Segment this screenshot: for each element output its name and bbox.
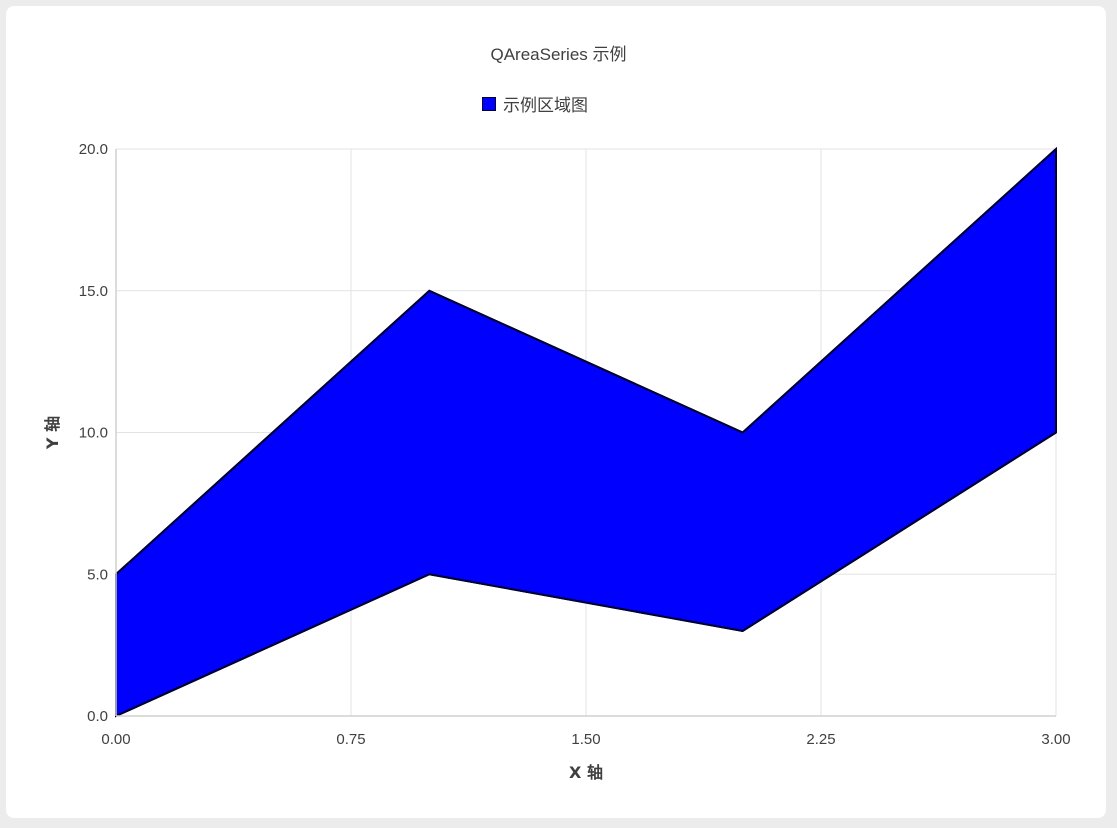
series-layer xyxy=(115,146,1057,718)
x-tick-label: 1.50 xyxy=(571,731,600,748)
upper-boundary-line xyxy=(115,148,1057,575)
x-tick-label: 0.00 xyxy=(101,731,130,748)
x-tick-label: 3.00 xyxy=(1041,731,1070,748)
lower-boundary-line xyxy=(115,431,1057,717)
legend-label: 示例区域图 xyxy=(503,96,588,115)
y-tick-label: 10.0 xyxy=(79,425,108,442)
y-tick-label: 20.0 xyxy=(79,141,108,158)
chart-title: QAreaSeries 示例 xyxy=(490,45,627,64)
tick-labels: 0.00 0.75 1.50 2.25 3.00 0.0 5.0 10.0 15.0 20.0 xyxy=(79,141,1071,748)
y-tick-label: 15.0 xyxy=(79,283,108,300)
y-axis-title: Y 轴 xyxy=(43,416,62,450)
legend-swatch xyxy=(482,96,496,111)
x-tick-label: 0.75 xyxy=(336,731,365,748)
x-tick-label: 2.25 xyxy=(806,731,835,748)
axes xyxy=(115,149,1056,717)
x-axis-title: X 轴 xyxy=(569,763,603,782)
y-tick-label: 5.0 xyxy=(87,566,108,583)
legend[interactable]: 示例区域图 xyxy=(482,91,588,116)
y-tick-label: 0.0 xyxy=(87,708,108,725)
